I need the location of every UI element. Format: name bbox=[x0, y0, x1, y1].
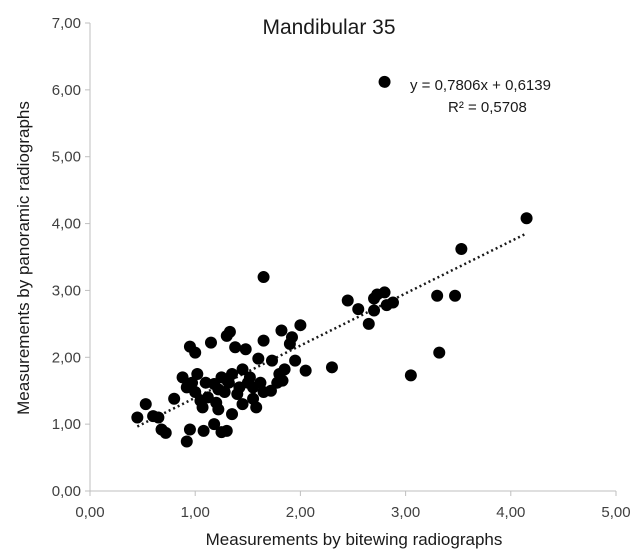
data-point bbox=[265, 354, 278, 367]
data-point bbox=[433, 346, 446, 359]
data-point bbox=[378, 75, 391, 88]
data-point bbox=[285, 331, 298, 344]
trendline-r2: R² = 0,5708 bbox=[448, 99, 527, 116]
data-point bbox=[254, 376, 267, 389]
data-point bbox=[289, 354, 302, 367]
plot-area: 0,00 1,00 2,00 3,00 4,00 5,00 6,00 7,00 0,00 1,00… bbox=[52, 15, 631, 521]
data-point bbox=[239, 343, 252, 356]
data-point bbox=[264, 384, 277, 397]
data-point bbox=[257, 271, 270, 284]
chart-title: Mandibular 35 bbox=[262, 16, 395, 39]
data-point bbox=[212, 403, 225, 416]
data-point bbox=[191, 368, 204, 380]
data-point bbox=[520, 212, 533, 225]
y-tick-label: 0,00 bbox=[52, 483, 81, 500]
y-tick-label: 4,00 bbox=[52, 216, 81, 233]
data-point bbox=[196, 401, 209, 414]
x-tick-label: 4,00 bbox=[496, 504, 525, 521]
data-point bbox=[250, 401, 263, 414]
data-point bbox=[183, 423, 196, 436]
data-point bbox=[180, 435, 193, 448]
data-point bbox=[378, 286, 391, 299]
y-tick-label: 6,00 bbox=[52, 82, 81, 99]
data-point bbox=[236, 398, 249, 411]
data-point bbox=[168, 392, 181, 405]
data-point bbox=[189, 386, 202, 399]
data-point bbox=[299, 364, 312, 377]
data-point bbox=[226, 368, 239, 380]
data-point bbox=[276, 374, 289, 387]
x-tick-label: 1,00 bbox=[181, 504, 210, 521]
data-point bbox=[220, 424, 233, 437]
data-point bbox=[275, 324, 288, 337]
data-point bbox=[455, 242, 468, 255]
y-tick-label: 5,00 bbox=[52, 149, 81, 166]
data-point bbox=[204, 336, 217, 349]
data-point bbox=[362, 317, 375, 330]
data-point bbox=[431, 289, 444, 302]
data-point bbox=[152, 411, 165, 424]
y-tick-label: 1,00 bbox=[52, 416, 81, 433]
data-point bbox=[131, 411, 144, 424]
data-point bbox=[197, 424, 210, 437]
data-point bbox=[208, 418, 221, 431]
data-point bbox=[159, 426, 172, 439]
data-point bbox=[223, 325, 236, 338]
data-point bbox=[257, 334, 270, 347]
data-point bbox=[278, 363, 291, 376]
y-tick-label: 2,00 bbox=[52, 349, 81, 366]
data-point bbox=[139, 398, 152, 411]
data-point bbox=[176, 371, 189, 384]
data-point bbox=[243, 371, 256, 384]
y-axis-title: Measurements by panoramic radiographs bbox=[14, 101, 33, 415]
x-axis-title: Measurements by bitewing radiographs bbox=[206, 530, 503, 549]
data-point bbox=[189, 346, 202, 359]
data-point bbox=[229, 341, 242, 354]
data-point bbox=[352, 303, 365, 316]
y-tick-label: 3,00 bbox=[52, 282, 81, 299]
data-point bbox=[341, 294, 354, 307]
data-point bbox=[404, 369, 417, 382]
data-point bbox=[218, 386, 231, 399]
y-tick-label: 7,00 bbox=[52, 15, 81, 32]
data-point bbox=[294, 319, 307, 332]
trendline-equation: y = 0,7806x + 0,6139 bbox=[410, 77, 551, 94]
data-point bbox=[449, 289, 462, 302]
data-point bbox=[226, 408, 239, 421]
data-point bbox=[368, 304, 381, 317]
data-point bbox=[386, 296, 399, 309]
x-tick-label: 5,00 bbox=[601, 504, 630, 521]
data-point bbox=[236, 363, 249, 376]
x-tick-label: 0,00 bbox=[75, 504, 104, 521]
data-point bbox=[325, 361, 338, 374]
x-tick-label: 3,00 bbox=[391, 504, 420, 521]
data-point bbox=[186, 376, 199, 389]
x-tick-label: 2,00 bbox=[286, 504, 315, 521]
data-point bbox=[252, 352, 265, 365]
